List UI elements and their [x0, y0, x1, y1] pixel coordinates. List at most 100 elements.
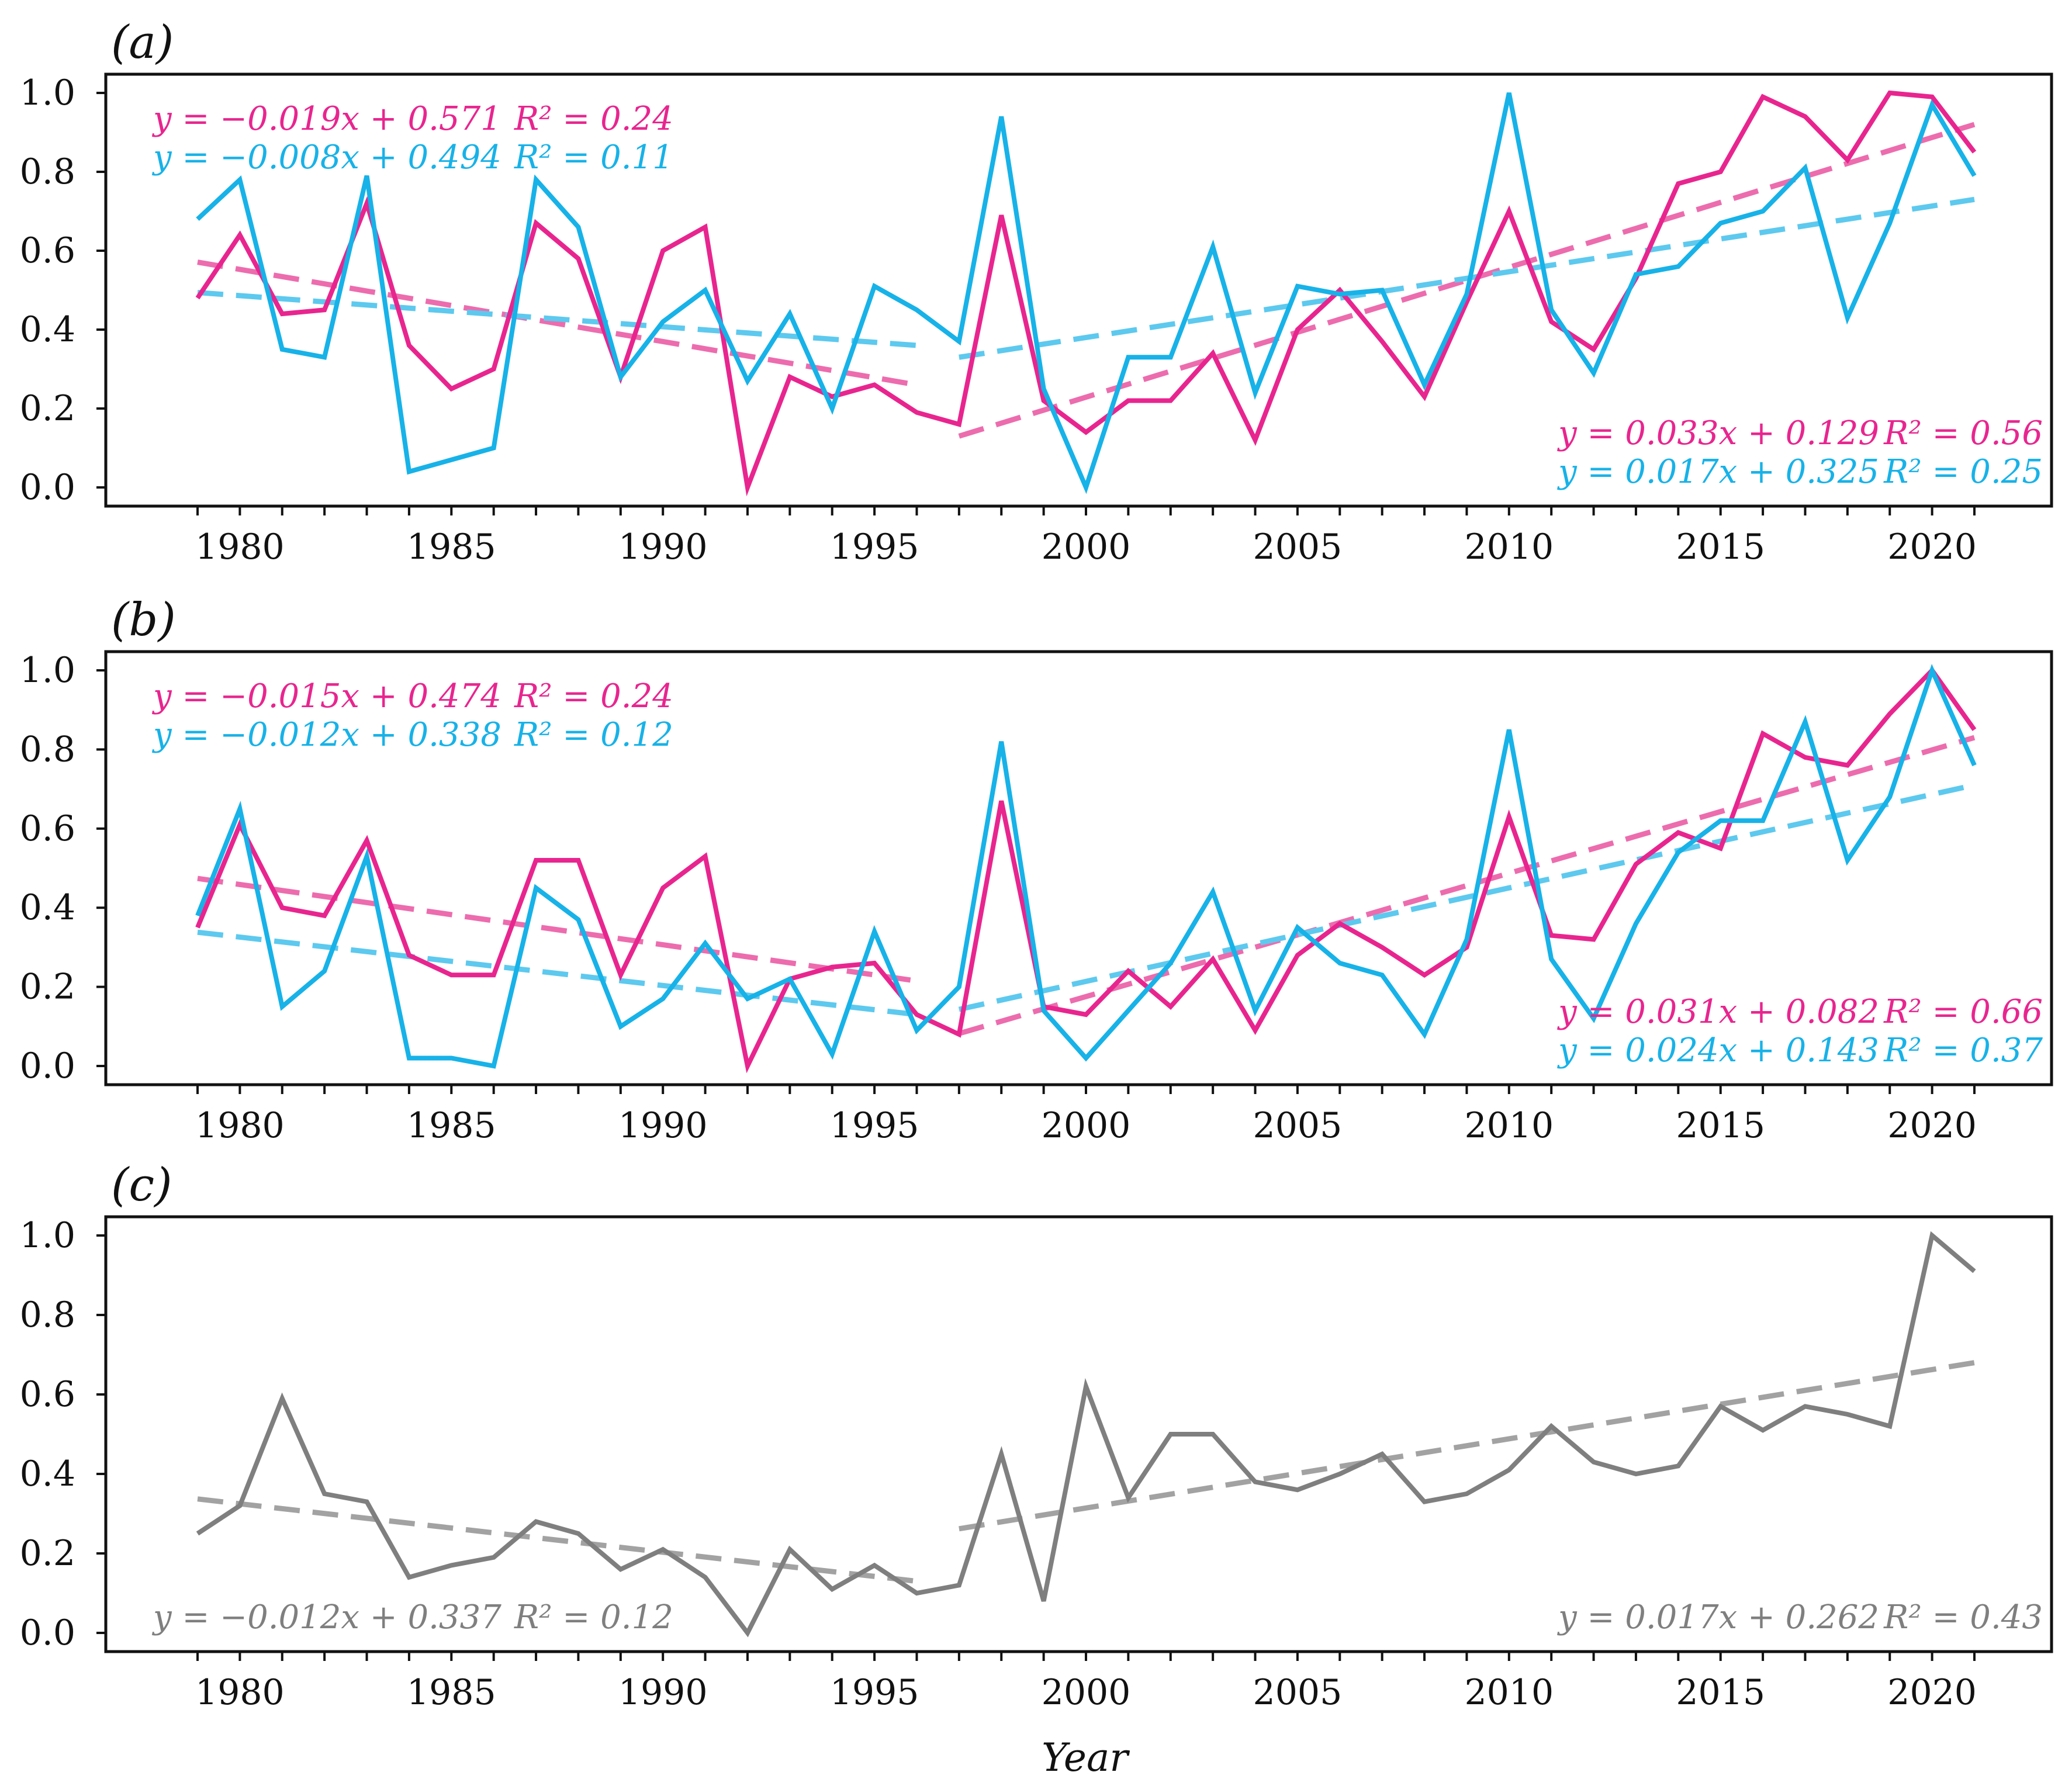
series-line-magenta	[195, 90, 1977, 497]
trend-line	[197, 1496, 917, 1584]
data-point	[1086, 1014, 1087, 1015]
data-point	[1001, 741, 1002, 742]
x-tick-label: 1980	[195, 1672, 285, 1713]
y-tick-label: 0.6	[20, 230, 75, 271]
trend-line	[958, 122, 1976, 439]
data-point	[1720, 1406, 1721, 1407]
data-point	[1678, 832, 1679, 833]
x-tick-label: 2020	[1887, 1105, 1977, 1146]
y-tick-label: 0.2	[20, 388, 75, 429]
data-point	[1847, 765, 1848, 766]
trend-line	[958, 735, 1976, 1036]
trend-line	[197, 259, 918, 387]
data-point	[1001, 1454, 1002, 1455]
data-point	[874, 931, 875, 932]
x-tick-label: 2005	[1253, 527, 1343, 567]
r-squared: R² = 0.43	[1883, 1598, 2043, 1636]
trend-line	[958, 782, 1975, 1012]
data-point	[1466, 294, 1467, 295]
data-point	[1635, 274, 1636, 275]
data-point	[451, 459, 452, 460]
regression-equation: y = −0.012x + 0.337	[151, 1598, 501, 1636]
regression-equation: y = −0.015x + 0.474	[151, 677, 501, 715]
data-point	[916, 412, 917, 413]
data-point	[916, 1593, 917, 1594]
data-point	[1128, 1497, 1129, 1498]
y-tick-label: 0.0	[20, 1612, 75, 1653]
data-point	[1128, 400, 1129, 401]
data-point	[1974, 152, 1975, 153]
data-point	[1847, 1414, 1848, 1415]
regression-equation: y = 0.031x + 0.082	[1556, 993, 1879, 1031]
data-point	[874, 1565, 875, 1566]
y-tick-label: 0.8	[20, 1295, 75, 1335]
x-tick-label: 2005	[1253, 1672, 1343, 1713]
data-point	[1086, 487, 1087, 488]
data-point	[1678, 266, 1679, 267]
regression-equation: y = −0.008x + 0.494	[151, 139, 501, 176]
y-tick-label: 0.8	[20, 151, 75, 192]
data-point	[1297, 927, 1298, 928]
x-tick-label: 2000	[1042, 1105, 1131, 1146]
data-point	[536, 179, 537, 180]
y-tick-label: 1.0	[20, 72, 75, 113]
y-tick-label: 0.2	[20, 967, 75, 1008]
data-point	[1001, 215, 1002, 216]
trend-line	[959, 196, 1975, 360]
data-point	[1128, 1010, 1129, 1011]
data-point	[1297, 955, 1298, 956]
x-tick-label: 2020	[1887, 1672, 1977, 1713]
trend-line	[197, 929, 917, 1017]
data-point	[916, 1014, 917, 1015]
series-line-gray	[196, 1231, 1976, 1638]
data-point	[1678, 852, 1679, 853]
data-point	[493, 1557, 494, 1558]
data-point	[1720, 848, 1721, 849]
data-point	[366, 856, 367, 857]
panel-label: (b)	[111, 594, 176, 646]
data-point	[1170, 1006, 1171, 1007]
data-point	[366, 1501, 367, 1502]
data-point	[620, 1569, 621, 1570]
regression-equation: y = 0.024x + 0.143	[1556, 1032, 1879, 1070]
x-tick-label: 2010	[1464, 1672, 1554, 1713]
data-point	[1593, 939, 1594, 940]
data-point	[366, 840, 367, 841]
panel-label: (a)	[111, 16, 174, 69]
y-tick-label: 0.4	[20, 887, 75, 928]
x-tick-label: 1985	[407, 1672, 496, 1713]
r-squared: R² = 0.12	[514, 716, 673, 754]
x-tick-label: 1995	[830, 1105, 919, 1146]
data-point	[1170, 400, 1171, 401]
data-point	[747, 487, 748, 488]
data-point	[366, 203, 367, 204]
data-point	[1635, 1474, 1636, 1475]
x-tick-label: 2015	[1676, 527, 1765, 567]
x-tick-label: 1980	[195, 527, 285, 567]
r-squared: R² = 0.24	[514, 100, 673, 138]
data-point	[1847, 317, 1848, 318]
y-tick-label: 0.6	[20, 1374, 75, 1415]
x-tick-label: 2015	[1676, 1105, 1765, 1146]
y-tick-label: 0.0	[20, 1046, 75, 1086]
x-tick-label: 2015	[1676, 1672, 1765, 1713]
y-tick-label: 0.0	[20, 467, 75, 508]
data-point	[620, 377, 621, 378]
panel-1: (a) 0.0 0.2 0.4 0.6 0.8 1.0 1980 1985 1990 1995 200…	[20, 16, 2053, 567]
series-line-cyan	[196, 92, 1977, 494]
data-point	[1086, 1386, 1087, 1387]
plot-frame	[104, 72, 2053, 508]
regression-equation: y = −0.012x + 0.338	[151, 716, 501, 754]
trend-line	[197, 875, 918, 984]
data-point	[1043, 400, 1044, 401]
y-tick-label: 0.2	[20, 1533, 75, 1574]
r-squared: R² = 0.66	[1883, 993, 2043, 1031]
y-tick-label: 1.0	[20, 650, 75, 691]
data-point	[1424, 396, 1425, 397]
x-tick-label: 1995	[830, 527, 919, 567]
r-squared: R² = 0.12	[514, 1598, 673, 1636]
plot-frame	[104, 650, 2053, 1086]
x-tick-label: 2010	[1464, 527, 1554, 567]
data-point	[747, 998, 748, 999]
data-point	[1635, 923, 1636, 924]
